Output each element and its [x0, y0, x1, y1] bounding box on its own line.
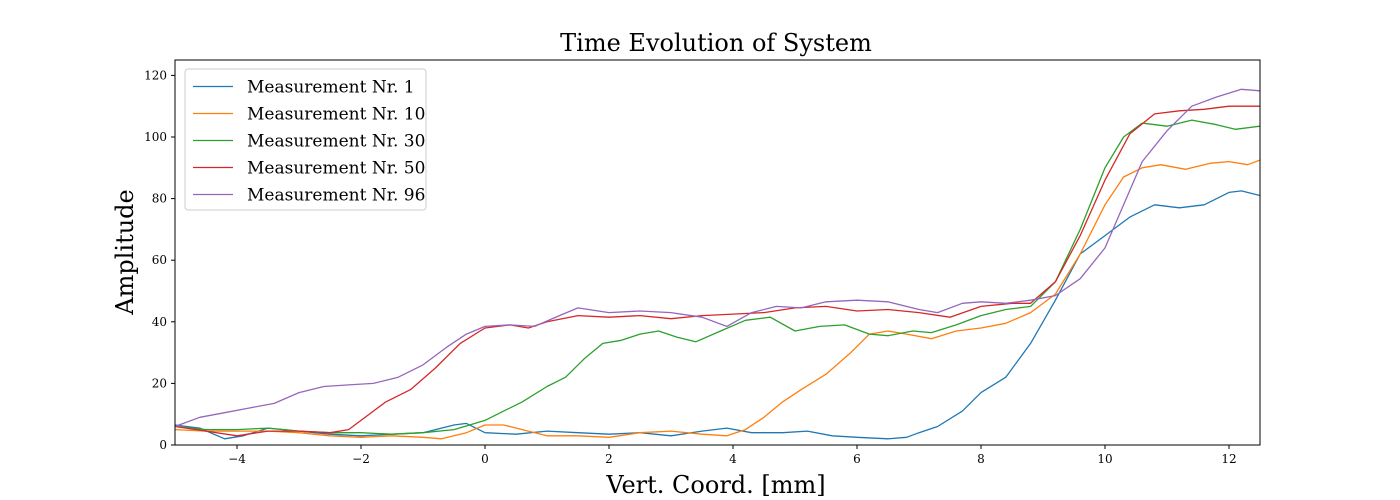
y-tick-label: 80: [152, 192, 167, 206]
x-tick-label: −2: [352, 452, 370, 466]
legend-entry-label: Measurement Nr. 10: [247, 105, 425, 125]
series-line-4: [175, 105, 1260, 437]
x-tick-label: −4: [228, 452, 246, 466]
chart-title: Time Evolution of System: [560, 29, 872, 57]
x-tick-label: 8: [977, 452, 985, 466]
y-tick-label: 120: [144, 68, 167, 82]
y-tick-label: 0: [159, 438, 167, 452]
series-line-1: [175, 190, 1260, 440]
y-tick-label: 100: [144, 130, 167, 144]
x-tick-label: 12: [1221, 452, 1236, 466]
x-tick-label: 10: [1097, 452, 1112, 466]
x-tick-label: 0: [481, 452, 489, 466]
series-line-5: [175, 88, 1260, 428]
x-tick-label: 2: [605, 452, 613, 466]
legend-entry-label: Measurement Nr. 1: [247, 78, 415, 98]
y-tick-label: 20: [152, 376, 167, 390]
x-tick-label: 6: [853, 452, 861, 466]
legend: Measurement Nr. 1 Measurement Nr. 10 Measu…: [184, 68, 427, 211]
x-axis-label: Vert. Coord. [mm]: [605, 471, 825, 499]
legend-entry-label: Measurement Nr. 30: [247, 132, 425, 152]
y-tick-label: 40: [152, 315, 167, 329]
legend-entry-label: Measurement Nr. 50: [247, 159, 425, 179]
plot-frame: [174, 59, 1261, 446]
legend-box: [184, 68, 427, 211]
series-line-2: [175, 159, 1260, 440]
x-tick-label: 4: [729, 452, 737, 466]
plot-area: [175, 88, 1260, 440]
y-tick-label: 60: [152, 253, 167, 267]
legend-entry-label: Measurement Nr. 96: [247, 186, 425, 206]
series-line-3: [175, 119, 1260, 435]
y-axis-label: Amplitude: [111, 189, 139, 315]
